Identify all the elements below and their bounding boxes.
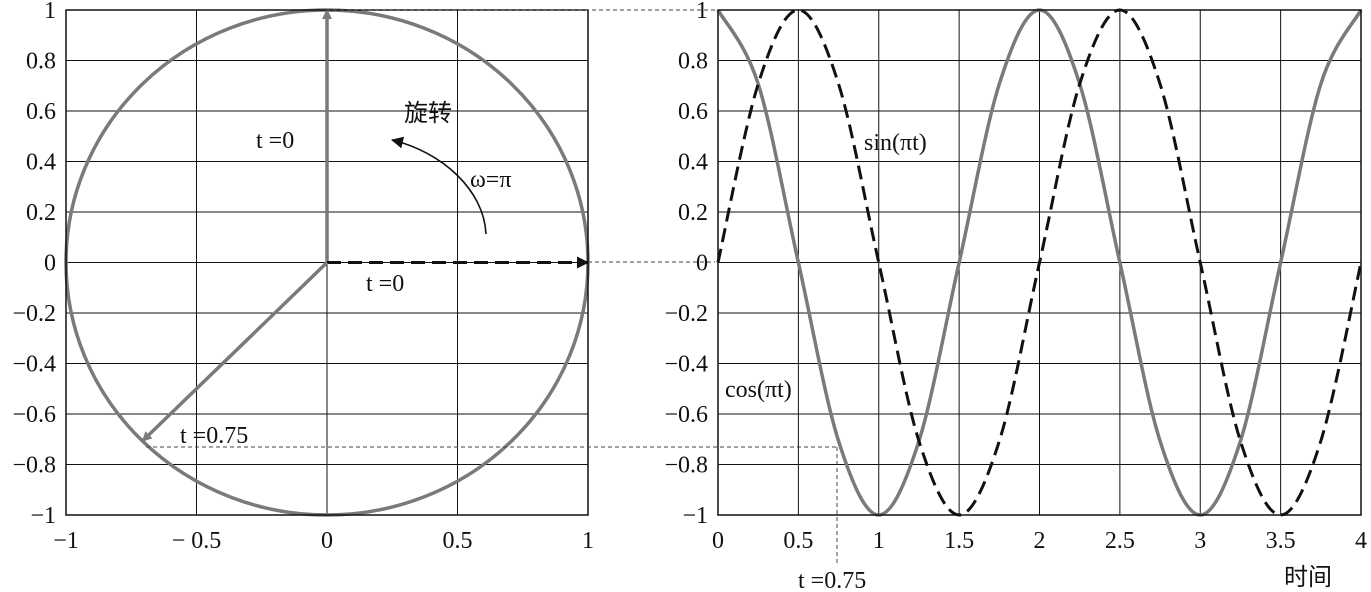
right-x-tick-label: 4 [1355,528,1367,554]
left-y-tick-labels: 1 0.8 0.6 0.4 0.2 0 −0.2 −0.4 −0.6 −0.8 −1 [12,0,56,529]
vertical-t0-label: t =0 [256,128,294,154]
phasor-circle-panel: −1 − 0.5 0 0.5 1 1 0.8 0.6 0.4 0.2 0 −0.2 −0.4 −0.6 −… [12,0,594,554]
right-x-tick-labels: 0 0.5 1 1.5 2 2.5 3 3.5 4 [712,528,1367,554]
right-plot-frame [717,9,1362,516]
left-y-tick-label: −1 [30,503,56,529]
right-y-tick-label: −0.2 [664,301,708,327]
omega-label: ω=π [470,167,511,193]
right-x-tick-label: 1 [873,528,885,554]
t075-vector-label: t =0.75 [180,423,248,449]
left-y-tick-label: 0 [44,251,56,277]
right-y-tick-label: 0 [696,251,708,277]
right-y-tick-labels: 1 0.8 0.6 0.4 0.2 0 −0.2 −0.4 −0.6 −0.8 −1 [664,0,708,529]
sin-series-label: sin(πt) [864,130,927,156]
right-y-tick-label: 0.2 [678,200,708,226]
left-y-tick-label: 0.2 [26,200,56,226]
sin-series-line [716,8,1363,517]
right-x-tick-label: 1.5 [944,528,974,554]
left-x-tick-labels: −1 − 0.5 0 0.5 1 [53,528,594,554]
x-axis-label: 时间 [1284,563,1332,591]
left-y-tick-label: −0.6 [12,402,56,428]
left-y-tick-label: 0.4 [26,150,56,176]
left-x-tick-label: 1 [582,528,594,554]
waveform-panel: 0 0.5 1 1.5 2 2.5 3 3.5 4 1 0.8 0.6 0.4 0.2 0 −0.2 −0.4… [664,0,1367,592]
right-x-tick-label: 0.5 [783,528,813,554]
left-y-tick-label: −0.2 [12,301,56,327]
left-x-tick-label: 0.5 [443,528,473,554]
left-y-tick-label: −0.4 [12,352,56,378]
right-y-tick-label: −1 [682,503,708,529]
right-y-tick-label: −0.6 [664,402,708,428]
horizontal-t0-label: t =0 [366,271,404,297]
right-x-tick-label: 2.5 [1105,528,1135,554]
left-x-tick-label: 0 [321,528,333,554]
left-y-tick-label: −0.8 [12,453,56,479]
right-x-tick-label: 3 [1194,528,1206,554]
left-y-tick-label: 1 [44,0,56,24]
right-x-tick-label: 3.5 [1266,528,1296,554]
t075-time-label: t =0.75 [798,568,866,592]
left-y-tick-label: 0.6 [26,99,56,125]
left-x-tick-label: −1 [53,528,79,554]
cos-series-label: cos(πt) [725,377,792,403]
left-y-tick-label: 0.8 [26,49,56,75]
rotation-label: 旋转 [404,99,452,127]
right-y-tick-label: −0.8 [664,453,708,479]
right-x-tick-label: 0 [712,528,724,554]
left-x-tick-label: − 0.5 [172,528,222,554]
right-y-tick-label: 0.4 [678,150,708,176]
projection-guides [146,9,838,565]
vector-t075 [141,261,329,443]
right-y-tick-label: 0.8 [678,49,708,75]
right-y-tick-label: 1 [696,0,708,24]
right-x-tick-label: 2 [1034,528,1046,554]
right-y-tick-label: 0.6 [678,99,708,125]
right-y-tick-label: −0.4 [664,352,708,378]
rotation-arrow [391,136,487,235]
